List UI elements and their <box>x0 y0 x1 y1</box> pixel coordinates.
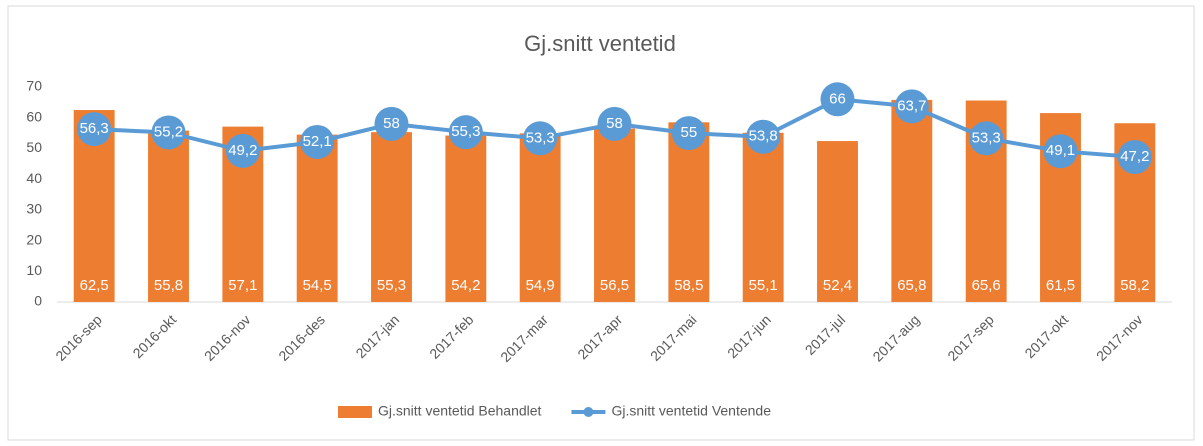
y-tick-label: 20 <box>26 231 42 247</box>
bar-value-label: 61,5 <box>1046 277 1075 294</box>
y-tick-label: 0 <box>34 293 42 309</box>
point <box>597 106 632 141</box>
point <box>225 133 260 168</box>
bar-value-label: 54,5 <box>303 277 332 294</box>
point <box>746 119 781 154</box>
bar <box>668 122 710 302</box>
point-value-label: 47,2 <box>1120 148 1149 165</box>
point <box>151 115 186 150</box>
bar-value-label: 55,1 <box>749 277 778 294</box>
bar <box>371 132 412 302</box>
bar <box>742 132 784 302</box>
chart-title: Gj.snitt ventetid <box>524 31 676 56</box>
bar <box>445 135 487 302</box>
point <box>969 121 1004 156</box>
point-value-label: 55,2 <box>154 123 183 140</box>
bar <box>296 134 338 302</box>
y-tick-label: 10 <box>26 262 42 278</box>
legend-label: Gj.snitt ventetid Behandlet <box>378 403 542 419</box>
bar-value-label: 55,3 <box>377 277 406 294</box>
bar <box>891 99 933 303</box>
legend-label: Gj.snitt ventetid Ventende <box>611 403 771 419</box>
point <box>77 112 112 147</box>
y-tick-label: 50 <box>26 139 42 155</box>
bar-value-label: 56,5 <box>600 277 629 294</box>
point-value-label: 66 <box>829 90 846 107</box>
point-value-label: 53,3 <box>526 129 555 146</box>
point-value-label: 49,2 <box>228 142 257 159</box>
bar <box>519 133 561 302</box>
point-value-label: 58 <box>383 115 400 132</box>
point-value-label: 53,3 <box>972 129 1001 146</box>
point <box>820 82 855 117</box>
bar-value-label: 65,8 <box>897 277 926 294</box>
bar <box>148 130 189 302</box>
point <box>374 106 409 141</box>
bar-value-label: 58,2 <box>1120 277 1149 294</box>
bar-value-label: 52,4 <box>823 277 852 294</box>
bar-value-label: 55,8 <box>154 277 183 294</box>
point <box>1043 134 1078 169</box>
point-value-label: 55,3 <box>451 123 480 140</box>
point-value-label: 49,1 <box>1046 142 1075 159</box>
y-tick-label: 70 <box>26 78 42 94</box>
point <box>523 121 558 156</box>
point-value-label: 58 <box>606 115 623 132</box>
y-tick-label: 30 <box>26 201 42 217</box>
bar-value-label: 57,1 <box>228 277 257 294</box>
bar-value-label: 54,2 <box>451 277 480 294</box>
bar <box>817 141 858 302</box>
point-value-label: 63,7 <box>897 97 926 114</box>
point-value-label: 55 <box>680 124 697 141</box>
legend-swatch <box>338 406 372 418</box>
point <box>448 115 483 150</box>
point-value-label: 53,8 <box>749 128 778 145</box>
bar <box>594 128 635 302</box>
point <box>300 124 335 159</box>
bar-value-label: 58,5 <box>674 277 703 294</box>
y-tick-label: 40 <box>26 170 42 186</box>
point <box>671 116 706 151</box>
y-tick-label: 60 <box>26 108 42 124</box>
bar-value-label: 54,9 <box>526 277 555 294</box>
point <box>894 89 929 124</box>
bar-value-label: 62,5 <box>80 277 109 294</box>
legend-swatch <box>583 407 594 417</box>
point-value-label: 56,3 <box>80 120 109 137</box>
bar-value-label: 65,6 <box>972 277 1001 294</box>
point-value-label: 52,1 <box>303 133 332 150</box>
point <box>1117 140 1152 175</box>
